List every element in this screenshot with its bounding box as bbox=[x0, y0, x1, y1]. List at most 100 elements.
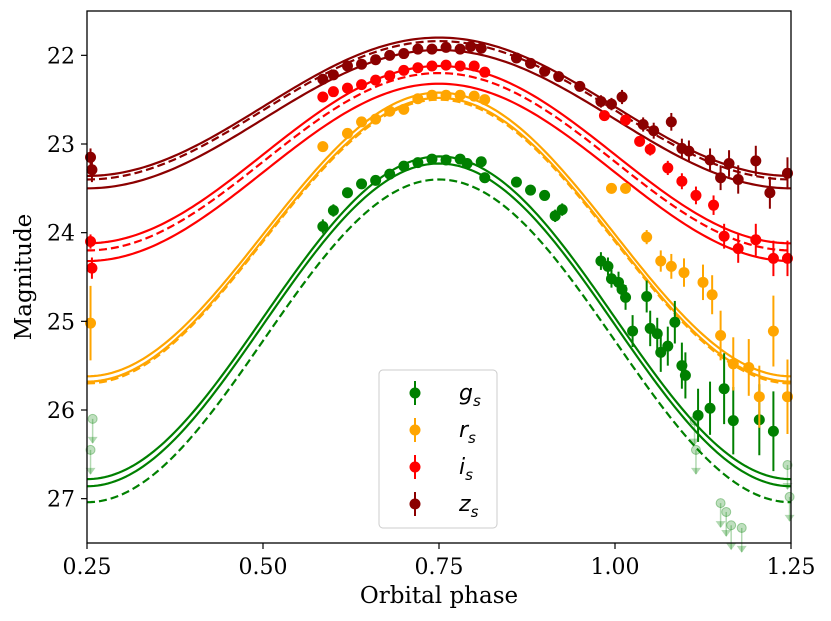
upper-limit-arrow-g bbox=[784, 514, 795, 522]
data-point-z bbox=[412, 43, 424, 55]
legend-marker-g bbox=[409, 387, 421, 399]
y-tick-label: 24 bbox=[47, 222, 75, 247]
data-point-r bbox=[781, 391, 793, 403]
data-point-z bbox=[715, 172, 727, 184]
data-point-z bbox=[683, 145, 695, 157]
model-line-i bbox=[87, 82, 791, 263]
data-point-z bbox=[398, 48, 410, 60]
data-point-g bbox=[510, 176, 522, 188]
data-point-i bbox=[468, 60, 480, 72]
model-curves bbox=[87, 36, 791, 504]
data-point-z bbox=[648, 125, 660, 137]
data-point-i bbox=[356, 79, 368, 91]
data-point-r bbox=[620, 182, 632, 194]
legend-marker-i bbox=[409, 461, 421, 473]
upper-limit-arrow-g bbox=[736, 545, 747, 553]
data-point-z bbox=[732, 173, 744, 185]
data-point-i bbox=[750, 234, 762, 246]
data-point-g bbox=[317, 220, 329, 232]
data-point-z bbox=[764, 187, 776, 199]
y-tick-label: 23 bbox=[47, 133, 75, 158]
data-point-r bbox=[655, 255, 667, 267]
model-line-i bbox=[87, 64, 791, 245]
data-point-r bbox=[479, 94, 491, 106]
data-point-z bbox=[605, 98, 617, 110]
x-tick-label: 1.25 bbox=[767, 555, 816, 580]
data-point-i bbox=[690, 189, 702, 201]
data-point-z bbox=[510, 52, 522, 64]
upper-limit-arrow-g bbox=[87, 436, 98, 444]
upper-limit-point-g bbox=[782, 459, 793, 470]
y-tick-label: 27 bbox=[47, 488, 75, 513]
data-point-z bbox=[781, 167, 793, 179]
data-point-r bbox=[370, 113, 382, 125]
data-point-z bbox=[454, 43, 466, 55]
data-point-i bbox=[317, 91, 329, 103]
data-point-i bbox=[662, 162, 674, 174]
data-point-g bbox=[655, 346, 667, 358]
data-point-i bbox=[676, 175, 688, 187]
data-point-r bbox=[697, 276, 709, 288]
data-point-i bbox=[327, 86, 339, 98]
data-point-z bbox=[750, 155, 762, 167]
data-point-z bbox=[525, 57, 537, 69]
data-point-r bbox=[426, 89, 438, 101]
data-point-g bbox=[556, 204, 568, 216]
data-point-r bbox=[384, 105, 396, 117]
y-tick-label: 26 bbox=[47, 399, 75, 424]
model-line-g bbox=[87, 155, 791, 481]
upper-limit-arrow-g bbox=[721, 529, 732, 537]
data-point-g bbox=[356, 178, 368, 190]
upper-limit-point-g bbox=[87, 413, 98, 424]
upper-limit-point-g bbox=[715, 498, 726, 509]
x-axis-title: Orbital phase bbox=[360, 583, 518, 609]
legend-marker-z bbox=[409, 498, 421, 510]
data-point-z bbox=[704, 154, 716, 166]
legend-subscript-z: s bbox=[471, 503, 479, 521]
data-point-i bbox=[384, 70, 396, 82]
data-point-z bbox=[595, 95, 607, 107]
data-point-z bbox=[426, 43, 438, 55]
model-dashed-g bbox=[87, 178, 791, 504]
data-point-g bbox=[718, 383, 730, 395]
data-point-z bbox=[440, 41, 452, 53]
model-dashed-i bbox=[87, 71, 791, 252]
data-point-z bbox=[317, 73, 329, 85]
data-point-g bbox=[641, 291, 653, 303]
data-point-r bbox=[678, 267, 690, 279]
data-point-z bbox=[85, 151, 97, 163]
data-point-g bbox=[327, 205, 339, 216]
data-point-g bbox=[341, 187, 353, 199]
data-point-i bbox=[86, 262, 98, 274]
upper-limit-point-g bbox=[726, 520, 737, 531]
data-point-g bbox=[426, 153, 438, 165]
data-point-r bbox=[727, 358, 739, 370]
model-line-z bbox=[87, 48, 791, 190]
legend-subscript-i: s bbox=[465, 466, 473, 484]
data-point-z bbox=[384, 49, 396, 61]
data-point-i bbox=[341, 82, 353, 94]
data-point-g bbox=[679, 369, 691, 381]
legend-subscript-g: s bbox=[473, 392, 481, 410]
data-point-g bbox=[412, 157, 424, 169]
data-point-g bbox=[620, 291, 632, 303]
data-point-g bbox=[549, 210, 561, 222]
upper-limit-arrow-g bbox=[726, 543, 737, 551]
model-line-z bbox=[87, 36, 791, 178]
data-point-z bbox=[574, 80, 586, 92]
data-point-i bbox=[620, 114, 632, 126]
data-point-z bbox=[86, 164, 98, 176]
model-line-g bbox=[87, 162, 791, 488]
upper-limit-arrow-g bbox=[85, 467, 96, 475]
data-point-g bbox=[384, 168, 396, 180]
upper-limit-point-g bbox=[736, 522, 747, 533]
data-point-g bbox=[627, 325, 639, 337]
data-point-r bbox=[767, 325, 779, 337]
data-point-i bbox=[479, 66, 491, 78]
data-point-z bbox=[539, 65, 551, 77]
data-point-g bbox=[662, 340, 674, 352]
upper-limit-arrow-g bbox=[690, 467, 701, 475]
legend-box bbox=[378, 369, 498, 529]
